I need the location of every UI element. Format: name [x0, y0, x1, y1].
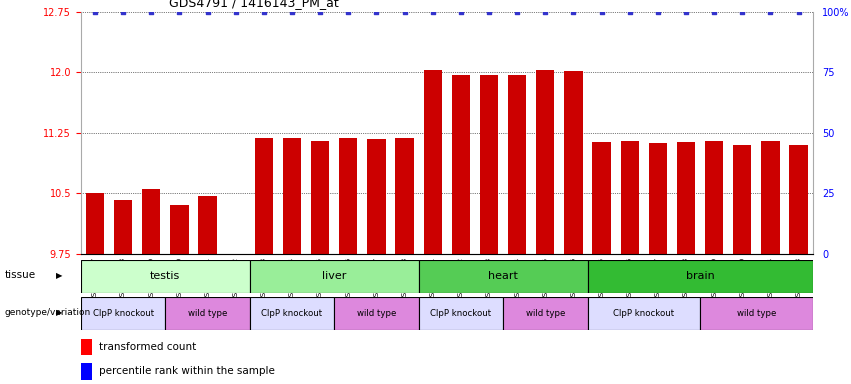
Bar	[790, 145, 808, 254]
Bar	[592, 142, 611, 254]
Text: wild type: wild type	[526, 309, 565, 318]
Bar	[762, 141, 780, 254]
Text: wild type: wild type	[737, 309, 776, 318]
Bar	[419, 297, 503, 330]
Point	[623, 8, 637, 15]
Bar	[564, 71, 583, 254]
Bar	[677, 142, 695, 254]
Bar	[86, 193, 104, 254]
Bar	[503, 297, 587, 330]
Bar	[334, 297, 419, 330]
Text: liver: liver	[322, 271, 346, 281]
Bar	[81, 339, 92, 356]
Bar	[254, 138, 273, 254]
Bar	[705, 141, 723, 254]
Text: ClpP knockout: ClpP knockout	[261, 309, 323, 318]
Bar	[452, 74, 470, 254]
Bar	[536, 71, 555, 254]
Text: brain: brain	[686, 271, 715, 281]
Bar	[311, 141, 329, 254]
Point	[567, 8, 580, 15]
Bar	[165, 297, 249, 330]
Text: heart: heart	[488, 271, 518, 281]
Point	[539, 8, 552, 15]
Text: GDS4791 / 1416143_PM_at: GDS4791 / 1416143_PM_at	[168, 0, 339, 9]
Bar	[648, 143, 667, 254]
Text: percentile rank within the sample: percentile rank within the sample	[99, 366, 275, 376]
Point	[173, 8, 186, 15]
Point	[257, 8, 271, 15]
Point	[117, 8, 130, 15]
Point	[341, 8, 355, 15]
Bar	[396, 138, 414, 254]
Point	[651, 8, 665, 15]
Bar	[198, 197, 217, 254]
Bar	[249, 297, 334, 330]
Text: ClpP knockout: ClpP knockout	[614, 309, 674, 318]
Point	[145, 8, 158, 15]
Point	[483, 8, 496, 15]
Bar	[419, 260, 587, 293]
Bar	[142, 189, 160, 254]
Text: wild type: wild type	[188, 309, 227, 318]
Point	[707, 8, 721, 15]
Text: wild type: wild type	[357, 309, 396, 318]
Text: testis: testis	[150, 271, 180, 281]
Point	[285, 8, 299, 15]
Bar	[480, 75, 498, 254]
Point	[201, 8, 214, 15]
Bar	[249, 260, 419, 293]
Bar	[81, 363, 92, 380]
Bar	[368, 139, 386, 254]
Point	[313, 8, 327, 15]
Bar	[170, 205, 189, 254]
Bar	[81, 297, 165, 330]
Point	[454, 8, 468, 15]
Point	[595, 8, 608, 15]
Point	[426, 8, 439, 15]
Bar	[620, 141, 639, 254]
Text: transformed count: transformed count	[99, 342, 196, 352]
Point	[763, 8, 777, 15]
Text: tissue: tissue	[4, 270, 36, 280]
Point	[791, 8, 805, 15]
Bar	[587, 297, 700, 330]
Point	[735, 8, 749, 15]
Point	[229, 8, 243, 15]
Bar	[339, 138, 357, 254]
Point	[511, 8, 524, 15]
Text: ▶: ▶	[56, 271, 63, 280]
Point	[397, 8, 411, 15]
Text: genotype/variation: genotype/variation	[4, 308, 90, 317]
Bar	[424, 70, 442, 254]
Point	[89, 8, 102, 15]
Point	[679, 8, 693, 15]
Bar	[734, 145, 751, 254]
Point	[369, 8, 383, 15]
Text: ClpP knockout: ClpP knockout	[431, 309, 491, 318]
Bar	[114, 200, 132, 254]
Bar	[81, 260, 249, 293]
Bar	[508, 74, 526, 254]
Text: ▶: ▶	[56, 308, 63, 317]
Text: ClpP knockout: ClpP knockout	[93, 309, 154, 318]
Bar	[587, 260, 813, 293]
Bar	[700, 297, 813, 330]
Bar	[283, 137, 301, 254]
